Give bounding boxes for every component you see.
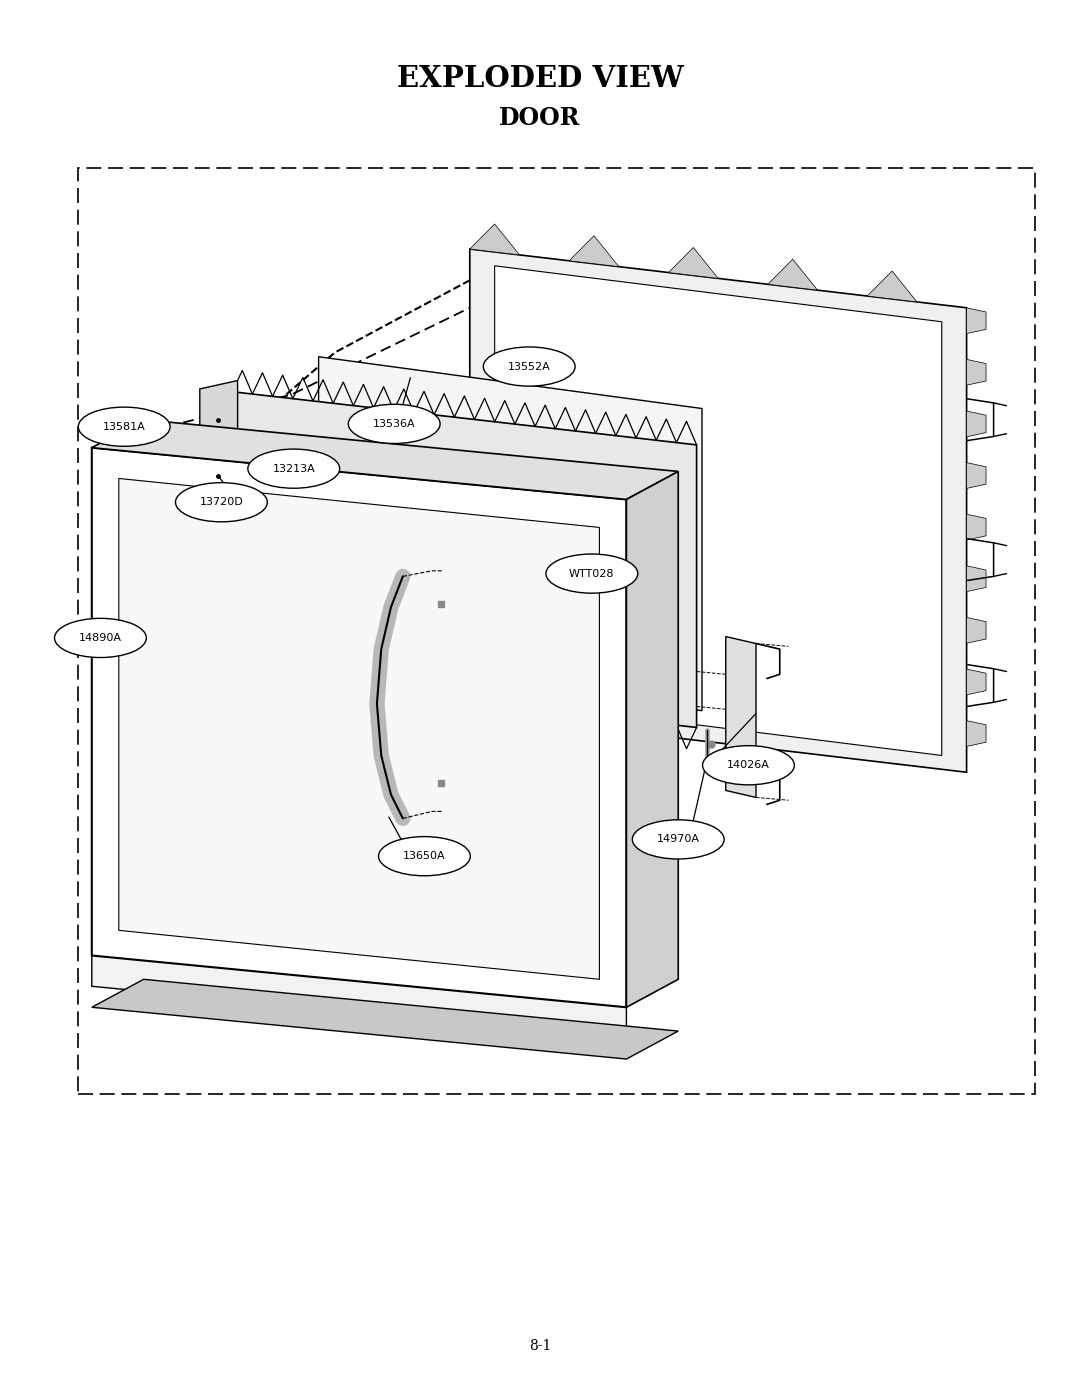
Polygon shape: [768, 259, 818, 290]
Polygon shape: [967, 360, 986, 385]
Text: 14970A: 14970A: [657, 834, 700, 845]
Text: 8-1: 8-1: [529, 1339, 551, 1353]
Ellipse shape: [78, 407, 171, 446]
Text: DOOR: DOOR: [499, 105, 581, 130]
Ellipse shape: [348, 404, 441, 443]
Polygon shape: [626, 471, 678, 1007]
Text: 13552A: 13552A: [508, 361, 551, 372]
Ellipse shape: [702, 746, 794, 785]
Polygon shape: [967, 308, 986, 333]
Ellipse shape: [248, 449, 340, 488]
Text: WTT028: WTT028: [569, 568, 615, 579]
Polygon shape: [569, 236, 619, 267]
Text: EXPLODED VIEW: EXPLODED VIEW: [396, 64, 684, 92]
Polygon shape: [319, 357, 702, 711]
Polygon shape: [967, 720, 986, 747]
Polygon shape: [119, 478, 599, 979]
Ellipse shape: [633, 820, 724, 859]
Polygon shape: [495, 266, 942, 755]
Ellipse shape: [484, 347, 576, 386]
Bar: [78, 168, 1035, 1094]
Text: 14890A: 14890A: [79, 632, 122, 644]
Text: 13213A: 13213A: [272, 463, 315, 474]
Text: 13720D: 13720D: [200, 497, 243, 508]
Text: 13581A: 13581A: [103, 421, 146, 432]
Polygon shape: [967, 411, 986, 436]
Polygon shape: [967, 515, 986, 540]
Polygon shape: [726, 637, 756, 797]
Ellipse shape: [546, 554, 637, 593]
Polygon shape: [92, 504, 626, 1038]
Polygon shape: [470, 224, 519, 255]
Polygon shape: [232, 392, 697, 727]
Polygon shape: [867, 271, 917, 302]
Polygon shape: [669, 248, 718, 278]
Polygon shape: [967, 463, 986, 488]
Polygon shape: [967, 565, 986, 592]
Ellipse shape: [378, 837, 471, 876]
Polygon shape: [470, 249, 967, 772]
Text: 13536A: 13536A: [373, 418, 416, 429]
Text: 14026A: 14026A: [727, 760, 770, 771]
Text: 13650A: 13650A: [403, 851, 446, 862]
Ellipse shape: [175, 483, 267, 522]
Polygon shape: [967, 669, 986, 695]
Ellipse shape: [54, 618, 147, 658]
Polygon shape: [92, 448, 626, 1007]
Polygon shape: [967, 617, 986, 644]
Polygon shape: [92, 979, 678, 1059]
Polygon shape: [200, 381, 238, 686]
Polygon shape: [92, 420, 678, 499]
